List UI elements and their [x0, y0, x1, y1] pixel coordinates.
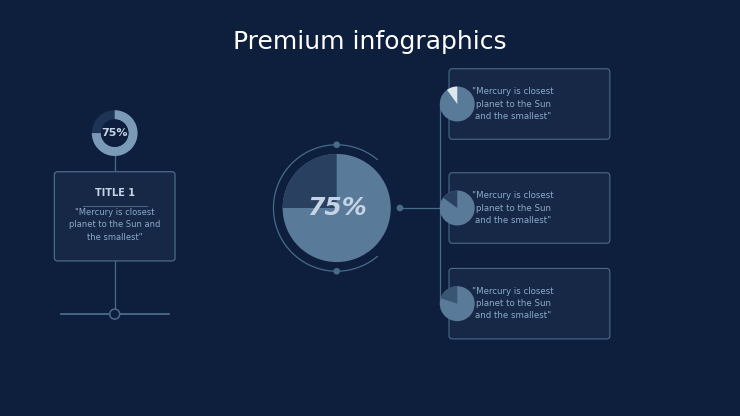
Wedge shape: [440, 191, 475, 225]
Wedge shape: [440, 87, 475, 121]
Text: "Mercury is closest
planet to the Sun
and the smallest": "Mercury is closest planet to the Sun an…: [472, 87, 554, 121]
Text: "Mercury is closest
planet to the Sun
and the smallest": "Mercury is closest planet to the Sun an…: [472, 287, 554, 320]
Wedge shape: [283, 154, 391, 262]
Text: 75%: 75%: [101, 128, 128, 138]
Text: "Mercury is closest
planet to the Sun
and the smallest": "Mercury is closest planet to the Sun an…: [472, 191, 554, 225]
Text: TITLE 1: TITLE 1: [95, 188, 135, 198]
Circle shape: [397, 205, 403, 211]
Wedge shape: [101, 119, 129, 147]
FancyBboxPatch shape: [449, 173, 610, 243]
Circle shape: [334, 268, 340, 275]
Wedge shape: [92, 110, 138, 156]
Wedge shape: [92, 110, 138, 156]
Text: "Mercury is closest
planet to the Sun and
the smallest": "Mercury is closest planet to the Sun an…: [69, 208, 161, 242]
Wedge shape: [101, 119, 129, 147]
FancyBboxPatch shape: [449, 69, 610, 139]
Wedge shape: [440, 286, 475, 321]
Circle shape: [334, 141, 340, 148]
Wedge shape: [443, 191, 457, 208]
Wedge shape: [283, 154, 337, 208]
Circle shape: [110, 309, 120, 319]
Text: 75%: 75%: [307, 196, 366, 220]
FancyBboxPatch shape: [449, 268, 610, 339]
FancyBboxPatch shape: [54, 172, 175, 261]
Wedge shape: [447, 87, 457, 104]
Wedge shape: [440, 286, 457, 304]
Text: Premium infographics: Premium infographics: [233, 30, 507, 54]
